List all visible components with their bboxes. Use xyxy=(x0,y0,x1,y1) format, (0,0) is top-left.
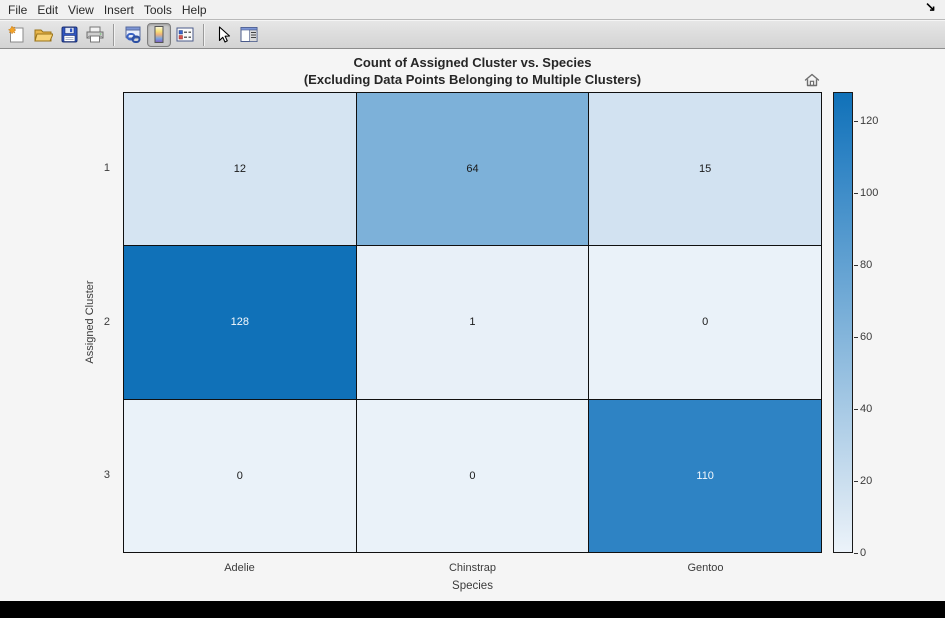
save-figure-button[interactable] xyxy=(57,23,81,47)
insert-colorbar-icon xyxy=(152,25,166,44)
toolbar-separator xyxy=(113,23,115,46)
heatmap-cell: 15 xyxy=(589,93,821,246)
figure-canvas: Count of Assigned Cluster vs. Species (E… xyxy=(0,49,945,601)
x-tick-label: Adelie xyxy=(224,562,255,574)
bottom-bar xyxy=(0,601,945,618)
colorbar xyxy=(833,92,853,553)
heatmap-cell: 64 xyxy=(356,93,589,246)
colorbar-tick-mark xyxy=(854,553,858,554)
edit-plot-button[interactable] xyxy=(211,23,235,47)
colorbar-tick-label: 0 xyxy=(860,547,867,559)
print-figure-button[interactable] xyxy=(83,23,107,47)
link-plot-icon xyxy=(123,25,143,44)
heatmap-cell: 12 xyxy=(124,93,356,246)
new-figure-button[interactable] xyxy=(5,23,29,47)
colorbar-tick-label: 60 xyxy=(860,330,873,343)
home-icon[interactable] xyxy=(803,71,821,89)
heatmap-cell: 0 xyxy=(589,246,821,399)
heatmap: 12 64 15 128 1 0 0 0 110 xyxy=(123,92,822,553)
open-file-icon xyxy=(33,25,53,44)
chart-title-line1: Count of Assigned Cluster vs. Species xyxy=(353,55,592,70)
open-file-button[interactable] xyxy=(31,23,55,47)
x-tick-label: Gentoo xyxy=(687,562,724,574)
colorbar-tick-label: 40 xyxy=(860,402,873,415)
y-tick-label: 3 xyxy=(103,469,110,482)
new-figure-icon xyxy=(7,25,27,44)
colorbar-tick-mark xyxy=(854,264,858,266)
heatmap-cell: 1 xyxy=(356,246,589,399)
plot-browser-button[interactable] xyxy=(237,23,261,47)
toolbar-separator xyxy=(203,23,205,46)
menu-help[interactable]: Help xyxy=(181,2,207,17)
y-axis-label: Assigned Cluster xyxy=(84,280,96,364)
edit-plot-icon xyxy=(214,25,232,44)
insert-colorbar-button[interactable] xyxy=(147,22,171,47)
insert-legend-icon xyxy=(175,25,195,44)
colorbar-tick-mark xyxy=(854,336,858,338)
x-axis-label: Species xyxy=(452,580,493,592)
colorbar-tick-mark xyxy=(854,120,858,122)
heatmap-cell: 0 xyxy=(356,399,589,552)
toolbar xyxy=(0,21,945,49)
chart-title-line2: (Excluding Data Points Belonging to Mult… xyxy=(303,72,642,87)
plot-browser-icon xyxy=(239,25,259,44)
colorbar-tick-label: 20 xyxy=(860,474,873,487)
colorbar-tick-label: 80 xyxy=(860,258,873,271)
menu-edit[interactable]: Edit xyxy=(37,2,59,17)
print-figure-icon xyxy=(85,25,105,44)
colorbar-tick-label: 100 xyxy=(860,186,879,199)
save-figure-icon xyxy=(60,25,79,44)
menu-view[interactable]: View xyxy=(68,2,94,17)
colorbar-tick-mark xyxy=(854,480,858,482)
menubar: File Edit View Insert Tools Help xyxy=(0,0,945,20)
colorbar-tick-mark xyxy=(854,408,858,410)
y-tick-label: 1 xyxy=(103,161,110,174)
menu-file[interactable]: File xyxy=(8,2,28,17)
menu-insert[interactable]: Insert xyxy=(103,2,134,17)
heatmap-cell: 110 xyxy=(589,399,821,552)
colorbar-tick-label: 120 xyxy=(860,114,879,127)
colorbar-tick-mark xyxy=(854,192,858,194)
mouse-cursor-icon: ↘ xyxy=(925,0,936,14)
heatmap-cell: 128 xyxy=(124,246,356,399)
insert-legend-button[interactable] xyxy=(173,23,197,47)
link-plot-button[interactable] xyxy=(121,23,145,47)
x-tick-label: Chinstrap xyxy=(448,562,497,574)
y-tick-label: 2 xyxy=(103,315,110,328)
heatmap-cell: 0 xyxy=(124,399,356,552)
menu-tools[interactable]: Tools xyxy=(143,2,172,17)
